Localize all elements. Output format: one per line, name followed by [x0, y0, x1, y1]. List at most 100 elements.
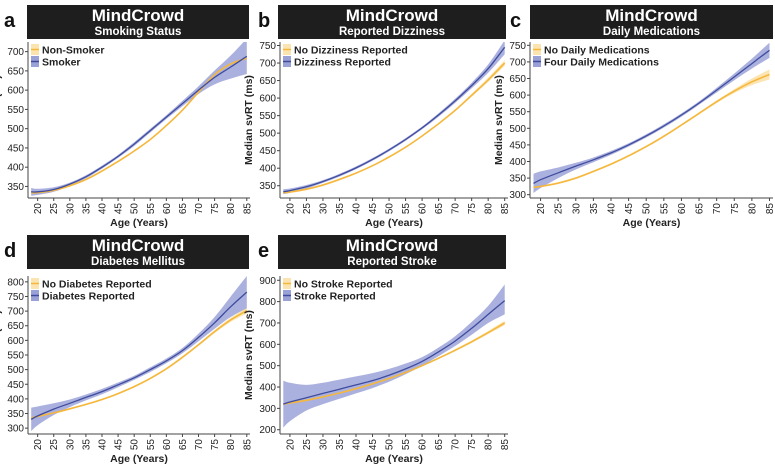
x-tick-label: 60 [162, 203, 173, 215]
y-tick-label: 500 [7, 124, 24, 135]
x-tick-label: 40 [98, 439, 109, 451]
y-tick-label: 750 [259, 41, 276, 52]
legend-label: Diabetes Reported [42, 291, 135, 303]
y-tick-label: 400 [259, 164, 276, 175]
panel-header [27, 235, 249, 269]
y-tick-label: 450 [509, 140, 526, 151]
x-tick-label: 85 [500, 439, 511, 451]
panel-subtitle: Reported Dizziness [339, 26, 445, 38]
y-axis-label: Median svRT (ms) [493, 75, 505, 165]
y-tick-label: 500 [509, 124, 526, 135]
x-tick-label: 65 [178, 439, 189, 451]
x-tick-label: 70 [194, 439, 205, 451]
x-tick-label: 80 [484, 203, 495, 215]
series-line-b [283, 46, 506, 193]
y-tick-label: 650 [7, 321, 24, 332]
y-tick-label: 400 [7, 163, 24, 174]
legend-label: No Stroke Reported [294, 279, 393, 291]
x-tick-label: 25 [302, 439, 313, 451]
x-tick-label: 85 [500, 203, 511, 215]
series-line-a [31, 309, 248, 419]
y-tick-label: 300 [7, 424, 24, 435]
x-tick-label: 65 [434, 203, 445, 215]
legend-label: No Dizziness Reported [294, 45, 408, 57]
series-line-b [30, 291, 248, 420]
x-tick-label: 85 [765, 203, 775, 215]
y-tick-label: 500 [7, 365, 24, 376]
panel-title: MindCrowd [92, 236, 185, 255]
y-tick-label: 700 [7, 47, 24, 58]
x-tick-label: 50 [385, 203, 396, 215]
series-line-b [283, 300, 506, 405]
y-tick-label: 350 [7, 182, 24, 193]
panel-title: MindCrowd [605, 6, 698, 25]
ci-band-a [283, 60, 505, 194]
series-line-b [31, 55, 248, 193]
legend-label: No Daily Medications [544, 45, 650, 57]
legend-label: Stroke Reported [294, 291, 376, 303]
y-tick-label: 350 [259, 181, 276, 192]
panel-header [530, 5, 773, 39]
panel-header [27, 5, 249, 39]
x-tick-label: 70 [712, 203, 723, 215]
x-tick-label: 55 [146, 203, 157, 215]
y-axis-label: Median svRT (ms) [243, 75, 255, 165]
x-tick-label: 60 [677, 203, 688, 215]
x-tick-label: 75 [467, 203, 478, 215]
x-tick-label: 70 [194, 203, 205, 215]
y-tick-label: 550 [259, 111, 276, 122]
x-tick-label: 45 [624, 203, 635, 215]
x-tick-label: 60 [418, 439, 429, 451]
x-tick-label: 80 [226, 439, 237, 451]
panel-letter: c [510, 10, 521, 32]
x-tick-label: 20 [33, 439, 44, 451]
x-tick-label: 65 [434, 439, 445, 451]
y-tick-label: 400 [509, 157, 526, 168]
y-tick-label: 400 [7, 394, 24, 405]
y-tick-label: 600 [7, 336, 24, 347]
x-tick-label: 70 [451, 439, 462, 451]
x-tick-label: 50 [385, 439, 396, 451]
y-tick-label: 650 [509, 74, 526, 85]
x-tick-label: 60 [162, 439, 173, 451]
y-tick-label: 500 [259, 361, 276, 372]
x-tick-label: 30 [65, 439, 76, 451]
x-tick-label: 20 [285, 439, 296, 451]
series-line-a [31, 57, 248, 194]
x-tick-label: 80 [484, 439, 495, 451]
x-tick-label: 80 [747, 203, 758, 215]
x-tick-label: 25 [49, 439, 60, 451]
plot-area [30, 276, 248, 432]
x-tick-label: 50 [642, 203, 653, 215]
series-line-a [533, 73, 770, 189]
x-tick-label: 40 [352, 203, 363, 215]
panel-subtitle: Diabetes Mellitus [91, 256, 185, 268]
panel-title: MindCrowd [92, 6, 185, 25]
x-tick-label: 25 [302, 203, 313, 215]
plot-area [533, 42, 770, 194]
y-tick-label: 350 [509, 174, 526, 185]
y-tick-label: 600 [259, 94, 276, 105]
plot-area [283, 42, 506, 195]
x-axis-label: Age (Years) [365, 453, 423, 465]
panel-subtitle: Smoking Status [95, 26, 182, 38]
x-tick-label: 35 [589, 203, 600, 215]
x-axis-label: Age (Years) [365, 217, 423, 229]
y-tick-label: 700 [7, 307, 24, 318]
x-tick-label: 40 [352, 439, 363, 451]
x-tick-label: 65 [178, 203, 189, 215]
legend-label: Non-Smoker [42, 45, 104, 57]
plot-area [31, 42, 248, 196]
x-tick-label: 65 [695, 203, 706, 215]
y-axis-label: Median svRT (ms) [243, 310, 255, 400]
y-tick-label: 900 [259, 276, 276, 287]
y-tick-label: 450 [7, 380, 24, 391]
x-tick-label: 45 [368, 439, 379, 451]
y-tick-label: 550 [509, 107, 526, 118]
x-tick-label: 50 [130, 439, 141, 451]
x-tick-label: 80 [226, 203, 237, 215]
